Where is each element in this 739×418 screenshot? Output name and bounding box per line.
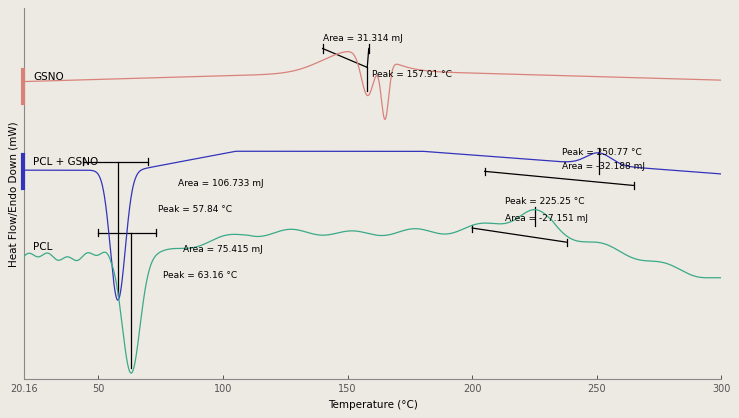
Text: PCL + GSNO: PCL + GSNO bbox=[33, 157, 99, 167]
Text: Peak = 250.77 °C: Peak = 250.77 °C bbox=[562, 148, 641, 157]
X-axis label: Temperature (°C): Temperature (°C) bbox=[328, 400, 418, 410]
Text: Area = -32.188 mJ: Area = -32.188 mJ bbox=[562, 162, 645, 171]
Text: Peak = 225.25 °C: Peak = 225.25 °C bbox=[505, 197, 584, 206]
Text: Peak = 157.91 °C: Peak = 157.91 °C bbox=[372, 70, 452, 79]
Text: Area = -27.151 mJ: Area = -27.151 mJ bbox=[505, 214, 588, 223]
Text: Area = 75.415 mJ: Area = 75.415 mJ bbox=[183, 245, 263, 254]
Text: GSNO: GSNO bbox=[33, 72, 64, 82]
Text: Area = 31.314 mJ: Area = 31.314 mJ bbox=[323, 34, 402, 43]
Text: Area = 106.733 mJ: Area = 106.733 mJ bbox=[178, 178, 264, 188]
Text: Peak = 57.84 °C: Peak = 57.84 °C bbox=[158, 204, 232, 214]
Y-axis label: Heat Flow/Endo Down (mW): Heat Flow/Endo Down (mW) bbox=[8, 121, 18, 267]
Text: PCL: PCL bbox=[33, 242, 52, 252]
Text: Peak = 63.16 °C: Peak = 63.16 °C bbox=[163, 271, 237, 280]
